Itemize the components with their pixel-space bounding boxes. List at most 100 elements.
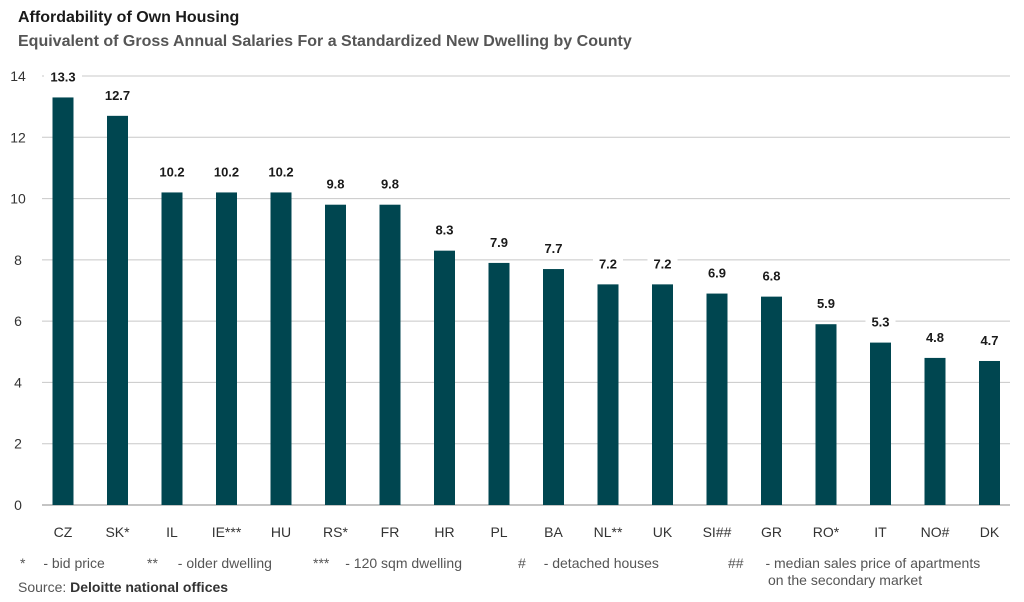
note-text: - 120 sqm dwelling bbox=[345, 555, 462, 571]
value-label-background bbox=[429, 220, 460, 239]
value-label-background bbox=[702, 263, 732, 282]
bar bbox=[543, 269, 564, 505]
note-symbol: ## bbox=[728, 555, 744, 571]
value-label-background bbox=[811, 294, 841, 313]
value-label-background bbox=[375, 174, 405, 193]
bar bbox=[270, 192, 292, 505]
category-label: IE*** bbox=[212, 524, 242, 540]
value-label-background bbox=[647, 254, 678, 273]
value-label: 12.7 bbox=[105, 88, 130, 103]
value-label-background bbox=[262, 162, 300, 181]
category-label: GR bbox=[761, 524, 782, 540]
category-label: NL** bbox=[594, 524, 623, 540]
source-note: Source: Deloitte national offices bbox=[18, 579, 228, 595]
value-label: 5.3 bbox=[871, 315, 889, 330]
category-label: HR bbox=[434, 524, 454, 540]
bar bbox=[107, 115, 128, 505]
value-label: 7.2 bbox=[653, 256, 671, 271]
category-label: HU bbox=[271, 524, 291, 540]
category-label: NO# bbox=[921, 524, 950, 540]
note-sqm-dwelling: *** - 120 sqm dwelling bbox=[313, 555, 462, 571]
value-label-background bbox=[320, 174, 351, 193]
y-tick-label: 4 bbox=[14, 374, 22, 390]
bar bbox=[870, 342, 891, 505]
value-label-background bbox=[756, 266, 787, 285]
y-tick-label: 0 bbox=[14, 497, 22, 513]
note-text: - bid price bbox=[43, 555, 105, 571]
y-tick-label: 14 bbox=[10, 68, 26, 84]
category-label: DK bbox=[980, 524, 1000, 540]
bar bbox=[379, 204, 401, 505]
category-label: SK* bbox=[105, 524, 130, 540]
value-label-background bbox=[153, 162, 191, 181]
chart-subtitle: Equivalent of Gross Annual Salaries For … bbox=[18, 33, 632, 50]
value-label-background bbox=[44, 67, 82, 86]
bar bbox=[216, 192, 237, 505]
category-label: BA bbox=[544, 524, 563, 540]
value-label-background bbox=[538, 239, 569, 258]
bar bbox=[325, 204, 346, 505]
y-tick-label: 10 bbox=[10, 191, 26, 207]
value-label-background bbox=[974, 330, 1005, 349]
y-tick-label: 8 bbox=[14, 252, 22, 268]
note-symbol: *** bbox=[313, 555, 330, 571]
category-label: CZ bbox=[54, 524, 73, 540]
note-text-line2: on the secondary market bbox=[768, 572, 923, 588]
value-label: 10.2 bbox=[268, 164, 293, 179]
value-label-background bbox=[207, 162, 246, 181]
note-symbol: # bbox=[518, 555, 526, 571]
value-label: 10.2 bbox=[214, 164, 239, 179]
note-text: - detached houses bbox=[543, 555, 659, 571]
bar bbox=[761, 296, 782, 505]
value-label: 5.9 bbox=[817, 296, 835, 311]
value-label: 13.3 bbox=[50, 69, 75, 84]
value-label: 7.7 bbox=[544, 241, 562, 256]
note-symbol: * bbox=[20, 555, 26, 571]
value-label-background bbox=[484, 232, 514, 251]
note-median-sales-price: ## - median sales price of apartments on… bbox=[728, 555, 980, 588]
category-label: RS* bbox=[323, 524, 348, 540]
value-label: 6.8 bbox=[762, 269, 780, 284]
bar bbox=[652, 284, 673, 505]
value-label: 4.7 bbox=[980, 333, 998, 348]
value-label: 6.9 bbox=[708, 266, 726, 281]
bar bbox=[597, 284, 619, 505]
category-label: FR bbox=[381, 524, 400, 540]
value-label: 9.8 bbox=[326, 177, 344, 192]
category-label: IT bbox=[874, 524, 887, 540]
bar bbox=[52, 97, 74, 505]
y-tick-label: 12 bbox=[10, 129, 26, 145]
note-bid-price: * - bid price bbox=[20, 555, 105, 571]
value-label: 7.9 bbox=[490, 235, 508, 250]
source-label: Source: bbox=[18, 579, 67, 595]
y-tick-label: 6 bbox=[14, 313, 22, 329]
value-label-background bbox=[593, 254, 623, 273]
value-label: 8.3 bbox=[435, 223, 453, 238]
category-label: IL bbox=[166, 524, 178, 540]
bar bbox=[979, 360, 1000, 505]
y-tick-label: 2 bbox=[14, 436, 22, 452]
note-symbol: ** bbox=[147, 555, 158, 571]
bar bbox=[434, 250, 455, 505]
bar bbox=[815, 324, 837, 505]
value-label: 7.2 bbox=[599, 256, 617, 271]
note-text: - median sales price of apartments bbox=[765, 555, 981, 571]
value-label: 4.8 bbox=[926, 330, 944, 345]
source-value: Deloitte national offices bbox=[70, 579, 229, 595]
category-label: SI## bbox=[703, 524, 732, 540]
value-label-background bbox=[98, 85, 137, 104]
value-label: 9.8 bbox=[381, 177, 399, 192]
bar bbox=[161, 192, 183, 505]
bar bbox=[924, 357, 946, 505]
category-label: PL bbox=[490, 524, 507, 540]
bar bbox=[706, 293, 728, 505]
bar-chart: 0 2 4 6 8 10 12 14 13.3 CZ 12.7 SK* 10.2 IL 10.2 IE*** 1… bbox=[10, 67, 1010, 540]
bar bbox=[488, 262, 510, 505]
value-label-background bbox=[865, 312, 896, 331]
value-label-background bbox=[920, 327, 950, 346]
category-label: UK bbox=[653, 524, 673, 540]
category-label: RO* bbox=[813, 524, 840, 540]
note-text: - older dwelling bbox=[177, 555, 272, 571]
note-detached-houses: # - detached houses bbox=[518, 555, 659, 571]
chart-title: Affordability of Own Housing bbox=[18, 9, 240, 26]
